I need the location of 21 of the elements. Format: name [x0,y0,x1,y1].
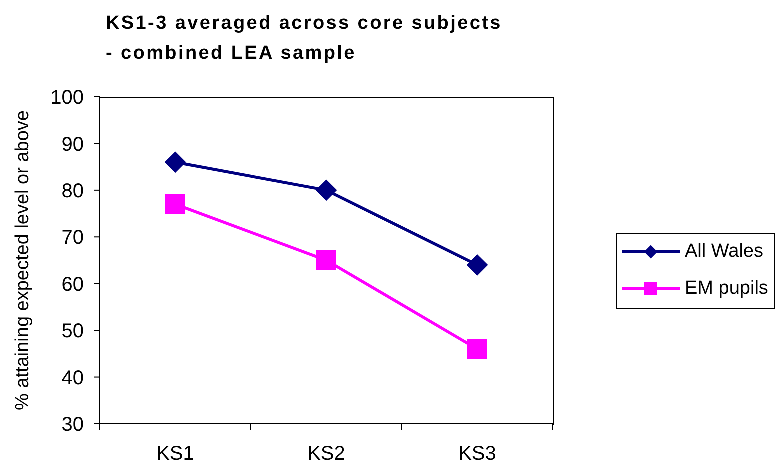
x-tick-label: KS1 [156,443,194,464]
point [316,250,336,270]
y-tick-label: 90 [62,134,84,156]
y-tick-label: 70 [62,227,84,250]
point [166,194,186,214]
legend-label: All Wales [685,241,764,263]
y-tick-label: 30 [62,414,84,436]
x-tick-label: KS2 [308,443,346,464]
point [316,180,337,201]
legend-label: EM pupils [685,278,768,300]
point [468,339,488,360]
chart-title: KS1-3 averaged across core subjects - combined LEA sample [106,12,502,66]
y-tick-label: 60 [62,274,84,296]
y-axis-title: % attaining expected level or above [12,110,34,410]
point [165,152,186,173]
point [467,254,488,276]
y-tick-label: 100 [50,87,84,110]
y-tick-label: 80 [62,180,84,203]
y-tick-label: 50 [62,320,84,343]
y-tick-label: 40 [62,367,84,390]
x-tick-label: KS3 [458,443,496,464]
